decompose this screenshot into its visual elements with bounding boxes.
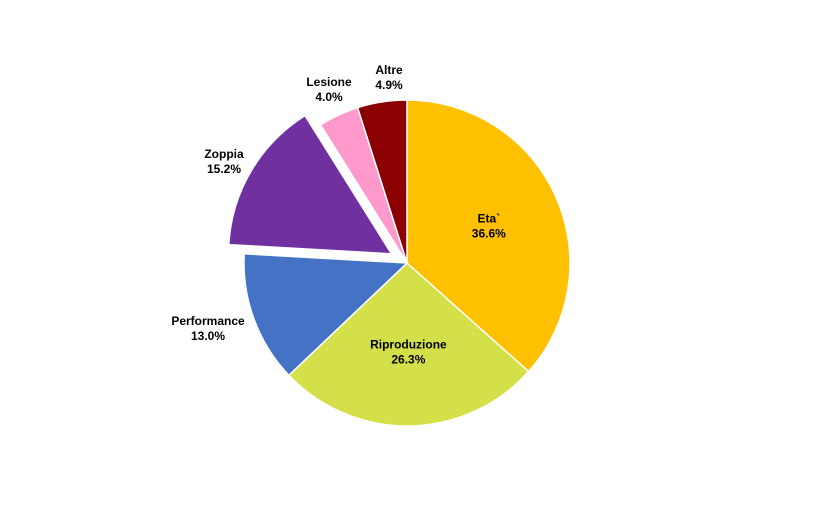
pie-label-value: 13.0% (191, 329, 225, 343)
pie-label-name: Riproduzione (370, 338, 447, 352)
pie-slices (227, 99, 571, 427)
pie-label-altre: Altre 4.9% (375, 63, 403, 92)
pie-label-value: 4.9% (375, 78, 403, 92)
pie-label-name: Zoppia (204, 147, 244, 161)
pie-label-value: 26.3% (391, 353, 425, 367)
pie-slice-zoppia (227, 114, 393, 255)
pie-label-eta: Eta` 36.6% (472, 211, 506, 240)
pie-label-name: Lesione (306, 75, 352, 89)
pie-label-value: 36.6% (472, 226, 506, 240)
pie-label-name: Eta` (477, 211, 500, 225)
pie-label-name: Performance (171, 314, 245, 328)
pie-label-lesione: Lesione 4.0% (306, 75, 352, 104)
pie-slice-eta (406, 99, 571, 373)
pie-slice-riproduzione (287, 261, 530, 427)
pie-slice-performance (243, 252, 409, 377)
pie-label-value: 15.2% (207, 162, 241, 176)
pie-label-value: 4.0% (315, 90, 343, 104)
pie-label-name: Altre (375, 63, 403, 77)
pie-slice-altre (356, 99, 408, 264)
pie-label-riproduzione: Riproduzione 26.3% (370, 338, 447, 367)
pie-labels: Eta` 36.6% Riproduzione 26.3% Performance 13.… (171, 63, 506, 367)
pie-label-zoppia: Zoppia 15.2% (204, 147, 244, 176)
pie-label-performance: Performance 13.0% (171, 314, 245, 343)
